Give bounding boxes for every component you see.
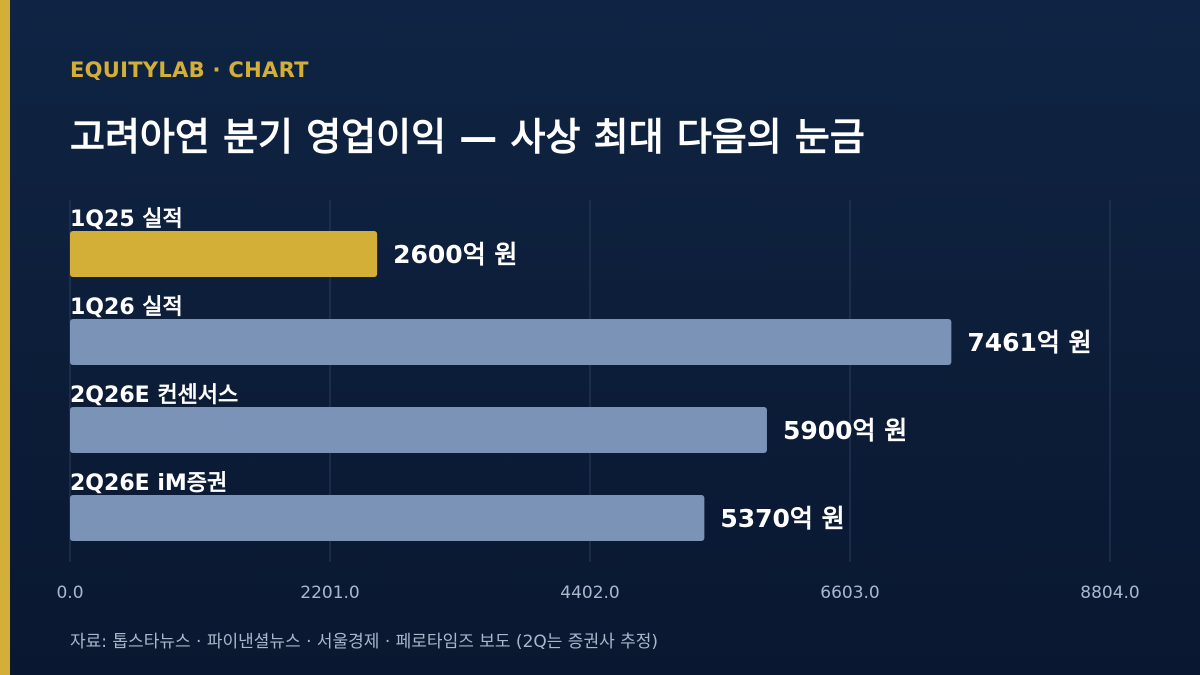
source-note: 자료: 톱스타뉴스 · 파이낸셜뉴스 · 서울경제 · 페로타임즈 보도 (2Q… — [70, 632, 659, 652]
x-axis-ticks: 0.0 2201.0 4402.0 6603.0 8804.0 — [56, 583, 1139, 603]
bar — [70, 231, 378, 277]
bar — [70, 495, 705, 541]
x-tick-label: 8804.0 — [1080, 583, 1139, 603]
x-tick-label: 4402.0 — [560, 583, 619, 603]
value-label: 5900억 원 — [783, 416, 907, 445]
bar — [70, 407, 767, 453]
category-label: 1Q25 실적 — [70, 207, 183, 232]
bars: 1Q25 실적 2600억 원 1Q26 실적 7461억 원 2Q26E 컨센서스 59… — [70, 207, 1092, 541]
page-title: 고려아연 분기 영업이익 — 사상 최대 다음의 눈금 — [70, 115, 865, 159]
category-label: 2Q26E 컨센서스 — [70, 383, 238, 408]
x-tick-label: 0.0 — [56, 583, 83, 603]
accent-bar — [0, 0, 10, 675]
category-label: 1Q26 실적 — [70, 295, 183, 320]
value-label: 5370억 원 — [720, 504, 844, 533]
bar — [70, 319, 952, 365]
category-label: 2Q26E iM증권 — [70, 471, 227, 496]
value-label: 7461억 원 — [967, 328, 1091, 357]
brand-label: EQUITYLAB · CHART — [70, 58, 309, 82]
x-tick-label: 2201.0 — [300, 583, 359, 603]
value-label: 2600억 원 — [393, 240, 517, 269]
x-tick-label: 6603.0 — [820, 583, 879, 603]
